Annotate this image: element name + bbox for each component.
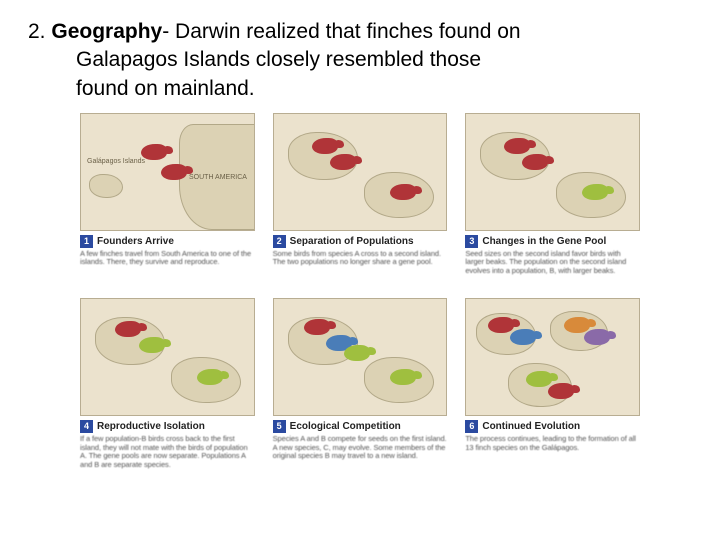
panel-caption: 2 Separation of Populations Some birds fro… xyxy=(273,235,448,267)
panel-3: 3 Changes in the Gene Pool Seed sizes on t… xyxy=(465,113,640,284)
finch-icon xyxy=(390,369,416,385)
finch-icon xyxy=(161,164,187,180)
caption-body: Species A and B compete for seeds on the… xyxy=(273,435,448,461)
finch-icon xyxy=(304,319,330,335)
caption-title-row: 1 Founders Arrive xyxy=(80,235,255,248)
caption-title-row: 6 Continued Evolution xyxy=(465,420,640,433)
finch-icon xyxy=(115,321,141,337)
heading-line3: found on mainland. xyxy=(28,75,692,103)
panel-badge: 3 xyxy=(465,235,478,248)
panel-thumb xyxy=(273,113,448,231)
panel-4: 4 Reproductive Isolation If a few populati… xyxy=(80,298,255,469)
caption-title: Founders Arrive xyxy=(97,236,174,247)
finch-icon xyxy=(548,383,574,399)
panel-caption: 5 Ecological Competition Species A and B c… xyxy=(273,420,448,461)
caption-title: Ecological Competition xyxy=(290,421,401,432)
heading-line1-rest: - Darwin realized that finches found on xyxy=(162,20,520,43)
finch-icon xyxy=(344,345,370,361)
panel-badge: 6 xyxy=(465,420,478,433)
map-label: Galápagos Islands xyxy=(87,158,145,165)
caption-body: A few finches travel from South America … xyxy=(80,250,255,267)
slide-heading: 2. Geography- Darwin realized that finch… xyxy=(28,18,692,103)
finch-icon xyxy=(139,337,165,353)
finch-icon xyxy=(390,184,416,200)
finch-icon xyxy=(197,369,223,385)
panel-thumb xyxy=(273,298,448,416)
panel-grid: Galápagos Islands SOUTH AMERICA 1 Founders … xyxy=(80,113,640,470)
caption-title: Changes in the Gene Pool xyxy=(482,236,606,247)
heading-bold: Geography xyxy=(51,20,162,43)
caption-title: Separation of Populations xyxy=(290,236,414,247)
panel-badge: 2 xyxy=(273,235,286,248)
finch-icon xyxy=(488,317,514,333)
caption-body: Some birds from species A cross to a sec… xyxy=(273,250,448,267)
caption-title-row: 5 Ecological Competition xyxy=(273,420,448,433)
panel-caption: 3 Changes in the Gene Pool Seed sizes on t… xyxy=(465,235,640,276)
finch-icon xyxy=(584,329,610,345)
finch-icon xyxy=(510,329,536,345)
finch-icon xyxy=(564,317,590,333)
finch-icon xyxy=(526,371,552,387)
caption-title: Continued Evolution xyxy=(482,421,580,432)
panel-badge: 1 xyxy=(80,235,93,248)
caption-body: If a few population-B birds cross back t… xyxy=(80,435,255,470)
panel-caption: 1 Founders Arrive A few finches travel fro… xyxy=(80,235,255,267)
panel-6: 6 Continued Evolution The process continue… xyxy=(465,298,640,469)
finch-icon xyxy=(582,184,608,200)
panel-1: Galápagos Islands SOUTH AMERICA 1 Founders … xyxy=(80,113,255,284)
panel-thumb xyxy=(465,298,640,416)
finch-icon xyxy=(312,138,338,154)
heading-number: 2. xyxy=(28,20,46,43)
panel-badge: 5 xyxy=(273,420,286,433)
panel-thumb xyxy=(465,113,640,231)
panel-caption: 4 Reproductive Isolation If a few populati… xyxy=(80,420,255,469)
caption-title: Reproductive Isolation xyxy=(97,421,205,432)
caption-body: Seed sizes on the second island favor bi… xyxy=(465,250,640,276)
caption-title-row: 4 Reproductive Isolation xyxy=(80,420,255,433)
finch-icon xyxy=(504,138,530,154)
caption-body: The process continues, leading to the fo… xyxy=(465,435,640,452)
finch-icon xyxy=(522,154,548,170)
caption-title-row: 2 Separation of Populations xyxy=(273,235,448,248)
map-label: SOUTH AMERICA xyxy=(189,174,247,181)
panel-thumb: Galápagos Islands SOUTH AMERICA xyxy=(80,113,255,231)
panel-badge: 4 xyxy=(80,420,93,433)
finch-icon xyxy=(330,154,356,170)
panel-5: 5 Ecological Competition Species A and B c… xyxy=(273,298,448,469)
panel-2: 2 Separation of Populations Some birds fro… xyxy=(273,113,448,284)
caption-title-row: 3 Changes in the Gene Pool xyxy=(465,235,640,248)
panel-thumb xyxy=(80,298,255,416)
panel-caption: 6 Continued Evolution The process continue… xyxy=(465,420,640,452)
heading-line2: Galapagos Islands closely resembled thos… xyxy=(28,46,692,74)
island-shape xyxy=(89,174,123,198)
